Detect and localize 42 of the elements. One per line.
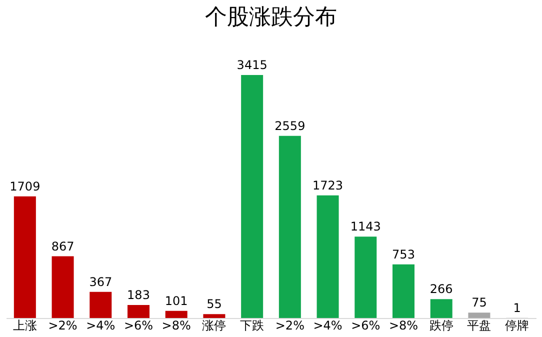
- x-tick-label: >8%: [388, 318, 418, 332]
- bar: [165, 310, 188, 318]
- x-tick-label: 平盘: [467, 318, 492, 332]
- data-label: 1709: [10, 179, 40, 194]
- x-tick-label: >6%: [124, 318, 154, 332]
- x-tick-label: 跌停: [429, 318, 454, 332]
- bar: [128, 304, 150, 318]
- data-label: 753: [392, 247, 415, 262]
- x-tick-label: >2%: [48, 318, 78, 332]
- bar: [241, 75, 264, 318]
- data-label: 3415: [236, 58, 268, 72]
- bar: [316, 195, 339, 318]
- data-label: 55: [206, 297, 222, 312]
- x-tick-label: >8%: [162, 318, 191, 332]
- data-label: 1143: [350, 220, 381, 234]
- x-tick-label: 停牌: [505, 318, 530, 332]
- data-label: 1723: [312, 178, 344, 192]
- x-tick-label: 下跌: [240, 318, 264, 332]
- bar: [430, 299, 452, 318]
- x-tick-label: >4%: [313, 318, 342, 332]
- x-tick-label: 涨停: [202, 318, 226, 332]
- data-label: 867: [51, 239, 74, 254]
- data-label: 2559: [274, 118, 306, 133]
- data-label: 266: [430, 282, 453, 296]
- data-label: 101: [164, 294, 188, 308]
- x-tick-label: >4%: [86, 318, 116, 332]
- x-tick-label: 上涨: [12, 318, 37, 332]
- x-tick-label: >6%: [351, 318, 380, 332]
- x-tick-label: >2%: [275, 318, 304, 332]
- data-label: 183: [127, 288, 150, 302]
- data-label: 1: [513, 300, 521, 315]
- bar: [278, 136, 301, 318]
- bar: [354, 236, 377, 318]
- bar: [392, 264, 414, 318]
- bar: [90, 292, 112, 318]
- bar: [468, 312, 490, 318]
- chart-title: 个股涨跌分布: [205, 5, 337, 30]
- bar: [203, 314, 226, 318]
- data-label: 75: [472, 296, 487, 310]
- bar: [52, 256, 74, 318]
- data-label: 367: [89, 274, 112, 289]
- bar: [14, 196, 36, 318]
